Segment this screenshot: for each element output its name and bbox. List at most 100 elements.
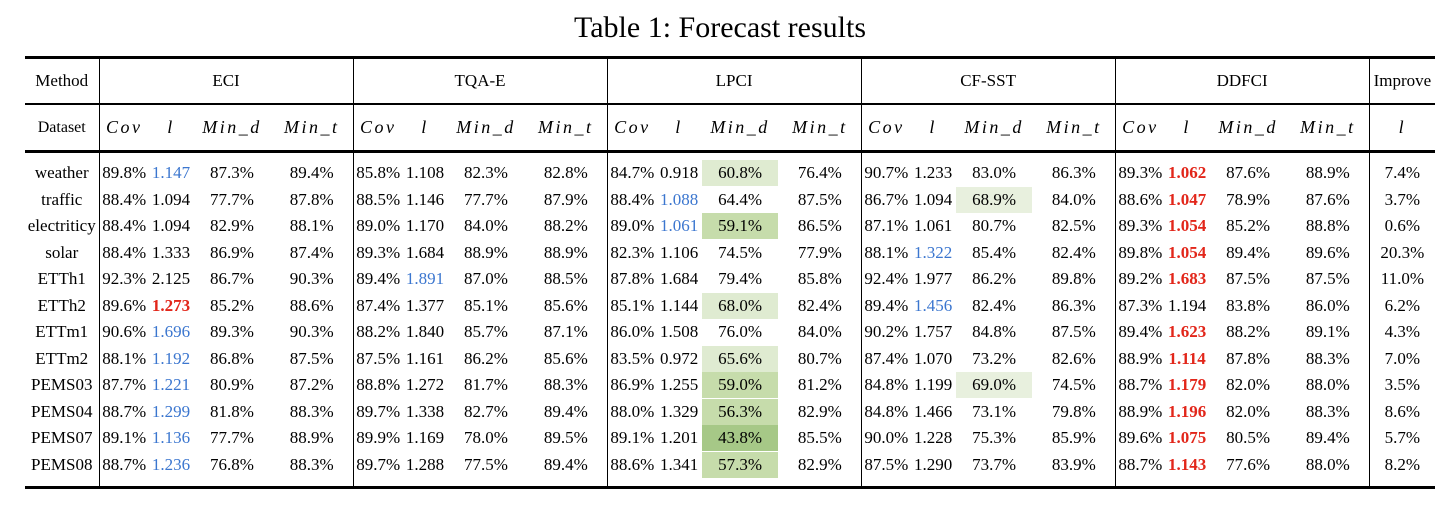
cell-etth1-lpci-cov: 87.8%: [606, 266, 658, 293]
cell-solar-tqa-e-min-d: 88.9%: [464, 242, 508, 262]
cell-etth2-tqa-e-cov: 87.4%: [352, 292, 404, 319]
cell-pems04-tqa-e-min-t: 89.4%: [543, 401, 588, 421]
cell-etth1-improve: 11.0%: [1368, 266, 1436, 293]
highlight-cell: 56.3%: [702, 398, 779, 425]
table-row-ettm2: ETTm2 88.1% 1.192 86.8% 87.5% 87.5% 1.161 86.2%…: [25, 345, 1436, 372]
cell-electriticy-cf-sst-l: 1.061: [913, 216, 953, 235]
table-row-pems07: PEMS07 89.1% 1.136 77.7% 88.9% 89.9% 1.169 78.0…: [25, 425, 1436, 452]
cell-etth1-ddfci-min-t: 87.5%: [1305, 269, 1350, 288]
cell-pems03-ddfci-l: 1.179: [1167, 375, 1207, 394]
cell-ettm1-cf-sst-min-t: 87.5%: [1051, 322, 1096, 341]
cell-ettm2-cf-sst-cov: 87.4%: [860, 345, 912, 372]
subcol-cf-sst-min-t: Min_t: [1033, 104, 1116, 153]
cell-etth2-cf-sst-min-d: 82.4%: [972, 295, 1017, 315]
cell-etth2-ddfci-min-t: 86.0%: [1305, 295, 1350, 315]
cell-weather-tqa-e-min-d: 82.3%: [464, 163, 508, 182]
cell-pems04-eci-min-t: 88.3%: [289, 401, 334, 421]
subcol-tqa-e-min-t: Min_t: [525, 104, 608, 153]
cell-pems08-tqa-e-min-d: 77.5%: [447, 451, 526, 489]
cell-weather-lpci-min-d: 60.8%: [701, 152, 779, 187]
cell-ettm2-cf-sst-l: 1.070: [913, 348, 953, 368]
cell-etth2-eci-l: 1.273: [151, 295, 191, 315]
cell-pems08-cf-sst-min-t: 83.9%: [1033, 451, 1116, 489]
cell-weather-lpci-cov: 84.7%: [606, 151, 658, 187]
cell-traffic-eci-cov: 88.4%: [98, 186, 149, 213]
cell-pems07-tqa-e-cov: 89.9%: [352, 425, 404, 452]
cell-etth2-cf-sst-cov: 89.4%: [860, 292, 912, 319]
cell-ettm2-cf-sst-min-t: 82.6%: [1051, 348, 1096, 368]
cell-pems03-cf-sst-min-t: 74.5%: [1051, 375, 1096, 394]
cell-weather-eci-min-d: 87.3%: [210, 163, 254, 182]
highlight-cell: 57.3%: [702, 451, 779, 478]
cell-ettm1-tqa-e-l: 1.840: [405, 322, 445, 341]
cell-ettm1-lpci-cov: 86.0%: [606, 319, 658, 346]
table-row-etth1: ETTh1 92.3% 2.125 86.7% 90.3% 89.4% 1.891 87.0%…: [25, 266, 1436, 293]
cell-ettm1-eci-min-t: 90.3%: [289, 322, 334, 341]
cell-pems04-tqa-e-cov: 89.7%: [352, 398, 404, 425]
cell-weather-ddfci-cov: 89.3%: [1114, 151, 1166, 187]
cell-pems07-cf-sst-cov: 90.0%: [860, 425, 912, 452]
dataset-name-weather: weather: [34, 163, 89, 182]
subcol-cf-sst-cov: Cov: [860, 104, 912, 153]
table-caption: Table 1: Forecast results: [574, 11, 866, 44]
cell-electriticy-lpci-min-t: 86.5%: [797, 216, 842, 235]
cell-solar-eci-min-t: 87.4%: [289, 242, 334, 262]
cell-pems07-tqa-e-l: 1.169: [405, 428, 445, 447]
table-row-pems03: PEMS03 87.7% 1.221 80.9% 87.2% 88.8% 1.272 81.7…: [25, 372, 1436, 399]
cell-pems07-lpci-min-d: 43.8%: [701, 425, 779, 452]
cell-solar-ddfci-l: 1.054: [1167, 242, 1207, 262]
subcol-lpci-min-d: Min_d: [701, 104, 780, 153]
cell-traffic-ddfci-l: 1.047: [1167, 189, 1207, 209]
cell-traffic-ddfci-cov: 88.6%: [1114, 186, 1166, 213]
cell-solar-cf-sst-min-t: 82.4%: [1051, 242, 1096, 262]
cell-weather-cf-sst-l: 1.233: [913, 163, 953, 182]
dataset-name-traffic: traffic: [41, 189, 83, 209]
cell-ettm1-lpci-l: 1.508: [659, 322, 699, 341]
cell-pems08-lpci-min-t: 82.9%: [779, 451, 862, 489]
cell-electriticy-ddfci-cov: 89.3%: [1114, 213, 1166, 240]
group-header-ddfci: DDFCI: [1114, 56, 1370, 105]
method-header-row: Method ECI TQA-E LPCI CF-SST DDFCI Improve: [25, 56, 1436, 105]
table-row-solar: solar 88.4% 1.333 86.9% 87.4% 89.3% 1.684 88.9%…: [25, 239, 1436, 266]
cell-ettm2-eci-min-t: 87.5%: [289, 348, 334, 368]
cell-pems08-tqa-e-cov: 89.7%: [352, 451, 404, 489]
cell-solar-lpci-min-t: 77.9%: [797, 242, 842, 262]
cell-solar-ddfci-cov: 89.8%: [1114, 239, 1166, 266]
cell-ettm2-ddfci-cov: 88.9%: [1114, 345, 1166, 372]
cell-pems07-eci-l: 1.136: [151, 428, 191, 447]
highlight-cell: 68.0%: [702, 292, 779, 319]
cell-pems07-eci-min-d: 77.7%: [210, 428, 254, 447]
cell-pems08-tqa-e-min-t: 89.4%: [525, 451, 608, 489]
cell-solar-tqa-e-l: 1.684: [405, 242, 445, 262]
cell-etth1-tqa-e-min-d: 87.0%: [464, 269, 508, 288]
cell-pems07-cf-sst-l: 1.228: [913, 428, 953, 447]
cell-pems04-cf-sst-l: 1.466: [913, 401, 953, 421]
subcol-eci-min-t: Min_t: [271, 104, 354, 153]
cell-traffic-cf-sst-l: 1.094: [913, 189, 953, 209]
cell-pems04-tqa-e-min-d: 82.7%: [464, 401, 508, 421]
cell-etth1-tqa-e-min-t: 88.5%: [543, 269, 588, 288]
cell-pems04-eci-l: 1.299: [151, 401, 191, 421]
cell-traffic-cf-sst-min-t: 84.0%: [1051, 189, 1096, 209]
cell-traffic-lpci-l: 1.088: [659, 189, 699, 209]
cell-pems07-ddfci-l: 1.075: [1167, 428, 1207, 447]
cell-pems08-ddfci-cov: 88.7%: [1114, 451, 1166, 489]
cell-ettm1-cf-sst-min-d: 84.8%: [972, 322, 1017, 341]
highlight-cell: 60.8%: [702, 160, 779, 186]
cell-etth1-lpci-min-d: 79.4%: [718, 269, 763, 288]
improve-header: Improve: [1368, 56, 1436, 105]
cell-etth2-ddfci-min-d: 83.8%: [1226, 295, 1271, 315]
table-row-traffic: traffic 88.4% 1.094 77.7% 87.8% 88.5% 1.146 77.…: [25, 186, 1436, 213]
cell-etth2-ddfci-l: 1.194: [1167, 295, 1207, 315]
cell-electriticy-improve: 0.6%: [1368, 213, 1436, 240]
cell-ettm2-lpci-l: 0.972: [659, 348, 699, 368]
cell-solar-tqa-e-min-t: 88.9%: [543, 242, 588, 262]
cell-ettm2-improve: 7.0%: [1368, 345, 1436, 372]
cell-weather-cf-sst-min-t: 86.3%: [1051, 163, 1096, 182]
subcol-cf-sst-min-d: Min_d: [955, 104, 1034, 153]
cell-etth1-eci-min-d: 86.7%: [210, 269, 254, 288]
cell-traffic-eci-min-t: 87.8%: [289, 189, 334, 209]
cell-ettm2-eci-cov: 88.1%: [98, 345, 149, 372]
table-row-ettm1: ETTm1 90.6% 1.696 89.3% 90.3% 88.2% 1.840 85.7%…: [25, 319, 1436, 346]
